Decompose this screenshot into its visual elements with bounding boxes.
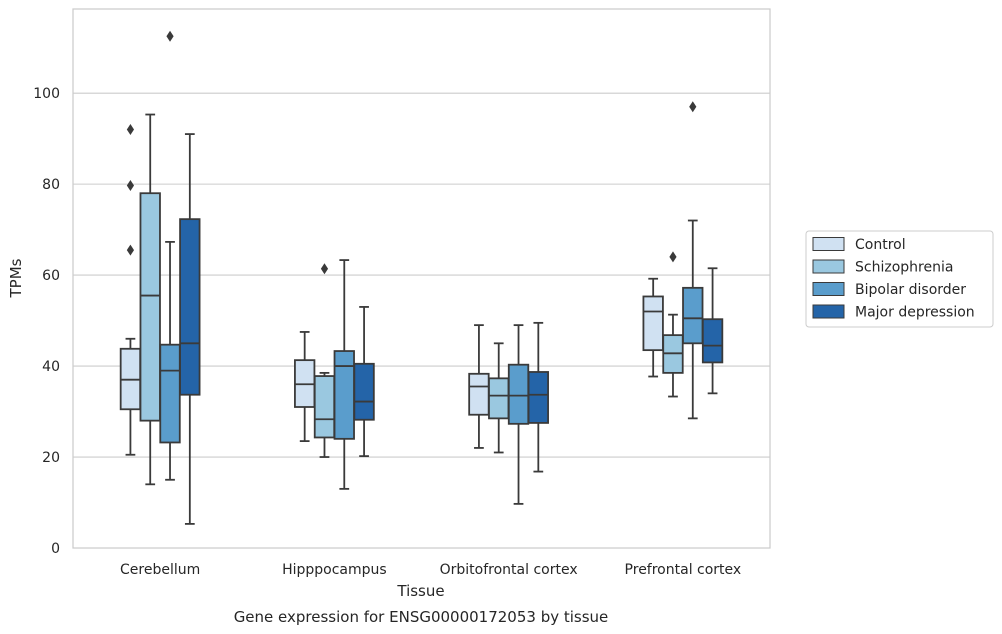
x-axis-ticks: Cerebellum Hipppocampus Orbitofrontal cort… [120, 562, 741, 578]
box-major-depression [701, 267, 724, 395]
y-tick-label: 100 [33, 86, 60, 102]
box-major-depression [527, 321, 549, 473]
box-iqr [353, 362, 375, 421]
legend: Control Schizophrenia Bipolar disorder Majo… [805, 230, 994, 328]
box-iqr [488, 377, 510, 420]
y-axis-label: TPMs [7, 258, 25, 298]
plot-frame [72, 8, 771, 549]
box-major-depression [353, 306, 375, 458]
box-iqr [507, 363, 530, 425]
legend-swatch [812, 237, 845, 251]
y-tick-label: 80 [42, 177, 60, 193]
legend-frame [805, 230, 994, 328]
legend-swatch [812, 282, 845, 296]
chart-caption: Gene expression for ENSG00000172053 by t… [234, 608, 609, 626]
legend-swatch [812, 259, 845, 274]
x-tick-label: Hipppocampus [282, 562, 387, 578]
outlier-point [126, 179, 135, 191]
legend-swatch [812, 304, 845, 319]
box-iqr [682, 286, 704, 345]
plot-background [73, 9, 770, 548]
y-tick-label: 40 [42, 359, 60, 375]
boxes [119, 30, 724, 525]
box-iqr [701, 318, 724, 364]
outlier-point [126, 244, 135, 256]
box-control [119, 124, 142, 456]
outlier-point [320, 263, 329, 275]
box-iqr [313, 375, 336, 439]
box-iqr [468, 372, 490, 416]
y-tick-label: 20 [42, 450, 60, 466]
box-bipolar-disorder [507, 324, 530, 505]
x-tick-label: Cerebellum [120, 562, 200, 578]
outlier-point [126, 124, 135, 136]
y-tick-label: 0 [51, 541, 60, 557]
y-tick-label: 60 [42, 268, 60, 284]
box-bipolar-disorder [159, 30, 181, 481]
outlier-point [669, 251, 677, 263]
x-tick-label: Orbitofrontal cortex [440, 562, 578, 578]
box-iqr [527, 371, 549, 424]
box-control [642, 277, 664, 378]
box-schizophrenia [662, 251, 684, 398]
legend-entry-label: Control [855, 237, 906, 253]
box-iqr [179, 218, 201, 396]
legend-entry-label: Bipolar disorder [855, 282, 966, 298]
x-tick-label: Prefrontal cortex [625, 562, 742, 578]
box-control [468, 324, 490, 449]
outlier-point [166, 30, 174, 42]
box-iqr [333, 350, 355, 440]
legend-entry-label: Major depression [855, 305, 975, 321]
box-schizophrenia [139, 113, 161, 486]
box-bipolar-disorder [682, 101, 704, 420]
box-control [294, 331, 316, 443]
box-schizophrenia [488, 342, 510, 454]
legend-entry-label: Schizophrenia [855, 260, 953, 276]
box-iqr [139, 192, 161, 422]
box-iqr [642, 295, 664, 352]
box-major-depression [179, 133, 201, 525]
x-axis-label: Tissue [396, 582, 444, 600]
y-axis-ticks: 0 20 40 60 80 100 [33, 86, 60, 557]
box-iqr [159, 343, 181, 444]
outlier-point [689, 101, 697, 113]
